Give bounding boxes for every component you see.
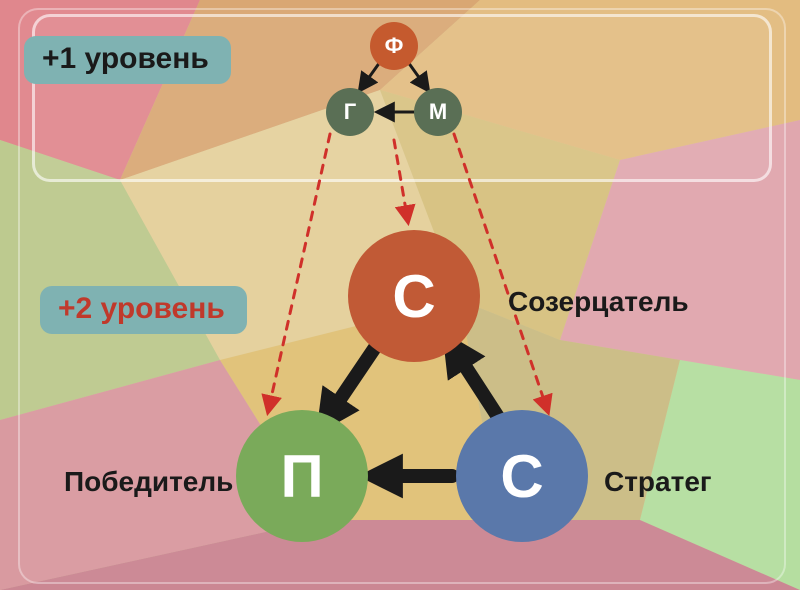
node-sozercatel: С [348,230,480,362]
label-sozercatel: Созерцатель [508,286,689,318]
level-1-badge: +1 уровень [24,36,231,84]
label-strateg: Стратег [604,466,712,498]
level-1-text: +1 уровень [42,42,209,75]
node-f-label: Ф [385,33,404,59]
diagram-stage: +1 уровень +2 уровень Ф Г М С [0,0,800,590]
node-sozercatel-label: С [392,262,435,331]
node-strateg-label: С [500,442,543,511]
node-m: М [414,88,462,136]
node-pobeditel-label: П [280,442,323,511]
node-pobeditel: П [236,410,368,542]
node-g-label: Г [344,99,356,125]
level-2-text: +2 уровень [58,292,225,325]
level-2-badge: +2 уровень [40,286,247,334]
node-f: Ф [370,22,418,70]
node-g: Г [326,88,374,136]
node-strateg: С [456,410,588,542]
label-pobeditel: Победитель [64,466,233,498]
node-m-label: М [429,99,447,125]
